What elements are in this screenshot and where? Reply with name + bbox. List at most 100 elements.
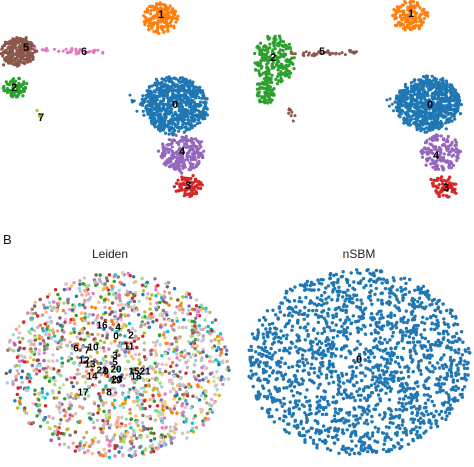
point-leiden <box>138 392 142 397</box>
point-tl-0 <box>185 84 189 88</box>
point-nsbm-0 <box>327 325 332 330</box>
point-tr-0 <box>415 115 419 119</box>
point-leiden <box>195 396 199 400</box>
point-tl-4 <box>186 139 190 143</box>
point-leiden <box>194 298 199 302</box>
point-tl-6 <box>33 46 37 50</box>
point-tl-3 <box>188 194 192 199</box>
point-nsbm-0 <box>366 422 370 426</box>
point-leiden <box>83 316 87 320</box>
point-leiden <box>185 436 189 440</box>
point-tl-1 <box>153 6 157 10</box>
point-tr-4 <box>424 163 428 167</box>
point-leiden <box>72 330 77 334</box>
point-leiden <box>79 328 83 333</box>
point-tr-0 <box>405 121 409 125</box>
point-tl-4 <box>167 150 171 154</box>
point-tr-5 <box>307 51 311 55</box>
point-tr-0 <box>434 85 439 89</box>
point-leiden <box>141 322 145 326</box>
point-tr-2 <box>270 80 274 85</box>
point-leiden <box>208 372 213 376</box>
point-nsbm-0 <box>355 298 359 302</box>
point-tr-2 <box>263 56 267 61</box>
point-leiden <box>55 396 59 400</box>
point-leiden <box>29 349 33 354</box>
point-leiden <box>45 420 50 425</box>
point-tl-0 <box>170 117 174 121</box>
point-leiden <box>75 445 79 449</box>
point-leiden <box>119 318 124 322</box>
point-leiden <box>195 344 199 348</box>
point-nsbm-0 <box>374 286 378 291</box>
point-tr-1 <box>422 7 426 11</box>
point-leiden <box>200 365 204 370</box>
point-tl-0 <box>148 94 152 98</box>
point-nsbm-0 <box>398 426 402 431</box>
point-leiden <box>42 344 47 348</box>
point-tl-0 <box>182 130 186 134</box>
point-leiden <box>47 301 52 305</box>
point-nsbm-0 <box>249 344 253 349</box>
point-leiden <box>47 426 51 430</box>
point-leiden <box>203 416 207 420</box>
point-leiden <box>107 455 112 460</box>
point-leiden <box>25 311 30 315</box>
point-tl-4 <box>193 137 198 141</box>
point-tr-2 <box>262 98 266 102</box>
point-leiden <box>42 351 47 355</box>
point-leiden <box>156 283 160 288</box>
point-leiden <box>206 324 210 329</box>
point-leiden <box>141 292 145 297</box>
point-tl-5 <box>1 63 6 67</box>
point-leiden <box>161 404 165 409</box>
point-leiden <box>75 381 79 385</box>
point-tr-2 <box>276 68 280 72</box>
point-leiden <box>44 368 49 373</box>
point-leiden <box>117 288 121 293</box>
point-leiden <box>46 336 51 340</box>
point-tl-0 <box>178 95 182 99</box>
point-leiden <box>108 306 112 310</box>
point-tl-0 <box>142 113 146 117</box>
point-nsbm-0 <box>419 333 423 337</box>
point-nsbm-0 <box>398 397 402 401</box>
point-leiden <box>104 276 109 280</box>
point-tl-1 <box>160 16 164 21</box>
point-tr-3 <box>447 195 451 199</box>
point-tl-0 <box>154 108 158 112</box>
point-tl-5 <box>4 57 8 61</box>
point-leiden <box>112 279 116 284</box>
point-leiden <box>185 402 189 406</box>
point-tr-1 <box>414 12 418 16</box>
point-leiden <box>172 374 176 378</box>
point-tr-2 <box>284 47 288 51</box>
point-leiden <box>133 334 138 338</box>
point-leiden <box>172 286 177 291</box>
point-leiden <box>58 442 62 447</box>
point-leiden <box>77 448 82 452</box>
point-tl-0 <box>166 77 170 81</box>
point-leiden <box>5 381 9 385</box>
point-leiden <box>133 329 137 333</box>
point-tr-0 <box>429 85 433 89</box>
point-leiden <box>25 376 29 380</box>
point-leiden <box>123 423 128 428</box>
point-leiden <box>186 430 190 434</box>
point-leiden <box>20 369 25 373</box>
point-leiden <box>101 390 105 395</box>
point-tr-4 <box>433 145 437 149</box>
point-leiden <box>155 301 159 305</box>
point-tr-0 <box>425 130 429 134</box>
point-tl-6 <box>74 49 78 53</box>
point-tl-4 <box>201 155 205 159</box>
point-leiden <box>99 339 103 343</box>
point-leiden <box>26 386 30 390</box>
point-nsbm-0 <box>411 420 415 425</box>
point-tl-4 <box>185 156 189 160</box>
point-tr-5 <box>301 53 305 57</box>
point-leiden <box>124 417 129 421</box>
point-leiden <box>15 406 20 410</box>
point-tr-0 <box>416 105 420 109</box>
